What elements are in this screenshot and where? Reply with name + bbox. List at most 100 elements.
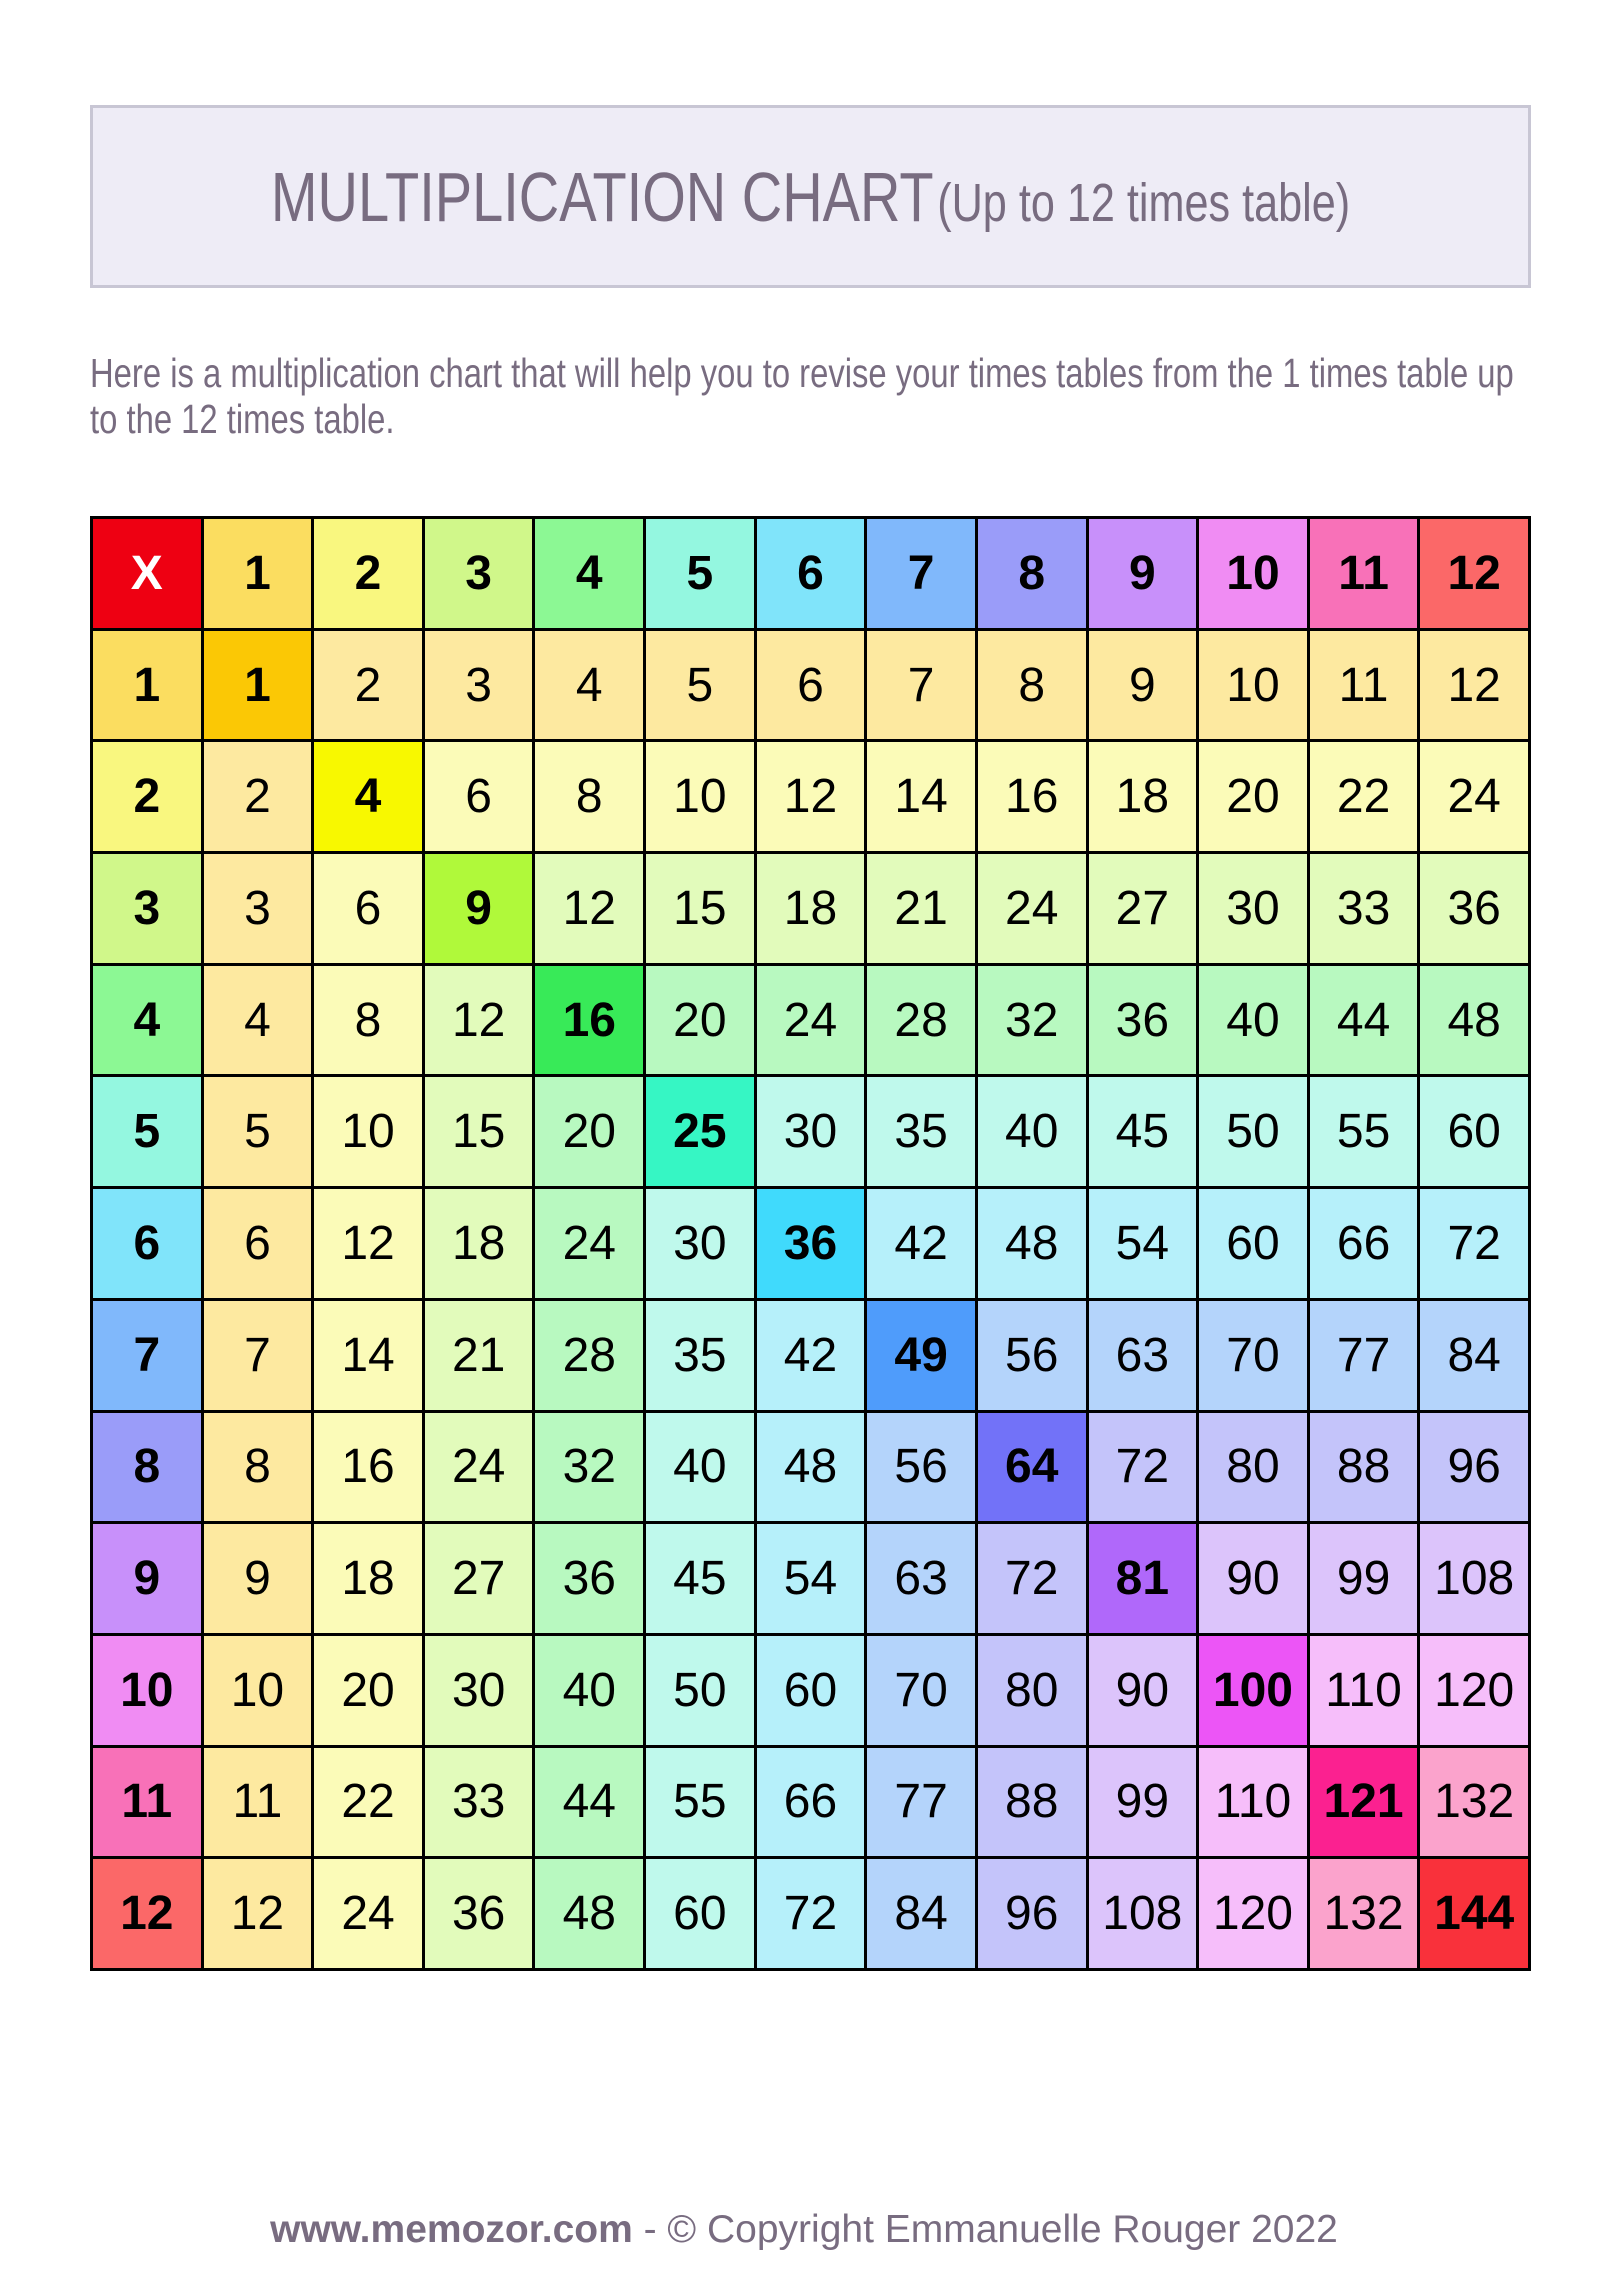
product-cell: 20: [646, 965, 754, 1075]
column-header: 7: [867, 519, 975, 628]
product-cell: 30: [756, 1077, 865, 1187]
product-cell: 24: [756, 965, 865, 1075]
product-cell: 108: [1420, 1524, 1528, 1633]
product-cell: 132: [1309, 1859, 1418, 1968]
product-cell: 35: [646, 1300, 754, 1410]
square-cell: 16: [535, 965, 644, 1075]
column-header: 3: [424, 519, 533, 628]
product-cell: 10: [314, 1077, 422, 1187]
column-header: 5: [646, 519, 754, 628]
product-cell: 120: [1420, 1635, 1528, 1745]
product-cell: 10: [203, 1635, 312, 1745]
product-cell: 60: [1420, 1077, 1528, 1187]
product-cell: 99: [1088, 1747, 1197, 1857]
product-cell: 12: [314, 1189, 422, 1298]
product-cell: 120: [1199, 1859, 1307, 1968]
product-cell: 8: [203, 1412, 312, 1522]
product-cell: 40: [1199, 965, 1307, 1075]
product-cell: 6: [424, 742, 533, 852]
product-cell: 40: [977, 1077, 1086, 1187]
square-cell: 121: [1309, 1747, 1418, 1857]
square-cell: 64: [977, 1412, 1086, 1522]
product-cell: 8: [977, 630, 1086, 740]
product-cell: 55: [1309, 1077, 1418, 1187]
corner-cell: X: [93, 519, 201, 628]
product-cell: 12: [535, 854, 644, 963]
row-header: 10: [93, 1635, 201, 1745]
product-cell: 44: [1309, 965, 1418, 1075]
product-cell: 110: [1309, 1635, 1418, 1745]
product-cell: 70: [867, 1635, 975, 1745]
product-cell: 27: [424, 1524, 533, 1633]
product-cell: 10: [646, 742, 754, 852]
product-cell: 54: [756, 1524, 865, 1633]
product-cell: 36: [1420, 854, 1528, 963]
column-header: 4: [535, 519, 644, 628]
product-cell: 40: [646, 1412, 754, 1522]
title-box: MULTIPLICATION CHART (Up to 12 times tab…: [90, 105, 1531, 288]
product-cell: 32: [977, 965, 1086, 1075]
product-cell: 60: [646, 1859, 754, 1968]
product-cell: 14: [867, 742, 975, 852]
product-cell: 36: [1088, 965, 1197, 1075]
product-cell: 27: [1088, 854, 1197, 963]
product-cell: 20: [535, 1077, 644, 1187]
product-cell: 42: [867, 1189, 975, 1298]
page-title: MULTIPLICATION CHART (Up to 12 times tab…: [271, 157, 1350, 237]
product-cell: 21: [867, 854, 975, 963]
column-header: 9: [1088, 519, 1197, 628]
product-cell: 72: [1088, 1412, 1197, 1522]
product-cell: 11: [1309, 630, 1418, 740]
product-cell: 5: [203, 1077, 312, 1187]
product-cell: 66: [1309, 1189, 1418, 1298]
product-cell: 3: [424, 630, 533, 740]
product-cell: 84: [867, 1859, 975, 1968]
product-cell: 50: [1199, 1077, 1307, 1187]
product-cell: 88: [1309, 1412, 1418, 1522]
row-header: 4: [93, 965, 201, 1075]
product-cell: 132: [1420, 1747, 1528, 1857]
product-cell: 12: [756, 742, 865, 852]
product-cell: 30: [1199, 854, 1307, 963]
product-cell: 9: [1088, 630, 1197, 740]
product-cell: 33: [1309, 854, 1418, 963]
product-cell: 2: [314, 630, 422, 740]
product-cell: 56: [977, 1300, 1086, 1410]
column-header: 1: [203, 519, 312, 628]
product-cell: 15: [424, 1077, 533, 1187]
product-cell: 84: [1420, 1300, 1528, 1410]
product-cell: 24: [314, 1859, 422, 1968]
product-cell: 6: [203, 1189, 312, 1298]
website-link[interactable]: www.memozor.com: [270, 2208, 633, 2251]
product-cell: 44: [535, 1747, 644, 1857]
product-cell: 45: [1088, 1077, 1197, 1187]
row-header: 8: [93, 1412, 201, 1522]
square-cell: 36: [756, 1189, 865, 1298]
product-cell: 12: [1420, 630, 1528, 740]
product-cell: 10: [1199, 630, 1307, 740]
product-cell: 72: [756, 1859, 865, 1968]
product-cell: 6: [756, 630, 865, 740]
product-cell: 36: [424, 1859, 533, 1968]
square-cell: 4: [314, 742, 422, 852]
product-cell: 36: [535, 1524, 644, 1633]
product-cell: 96: [1420, 1412, 1528, 1522]
product-cell: 16: [314, 1412, 422, 1522]
product-cell: 72: [1420, 1189, 1528, 1298]
title-subtitle: (Up to 12 times table): [937, 172, 1351, 233]
row-header: 7: [93, 1300, 201, 1410]
product-cell: 4: [203, 965, 312, 1075]
product-cell: 22: [1309, 742, 1418, 852]
product-cell: 40: [535, 1635, 644, 1745]
square-cell: 144: [1420, 1859, 1528, 1968]
product-cell: 70: [1199, 1300, 1307, 1410]
product-cell: 3: [203, 854, 312, 963]
product-cell: 16: [977, 742, 1086, 852]
product-cell: 6: [314, 854, 422, 963]
product-cell: 99: [1309, 1524, 1418, 1633]
product-cell: 18: [756, 854, 865, 963]
product-cell: 24: [535, 1189, 644, 1298]
product-cell: 30: [646, 1189, 754, 1298]
product-cell: 30: [424, 1635, 533, 1745]
product-cell: 28: [867, 965, 975, 1075]
